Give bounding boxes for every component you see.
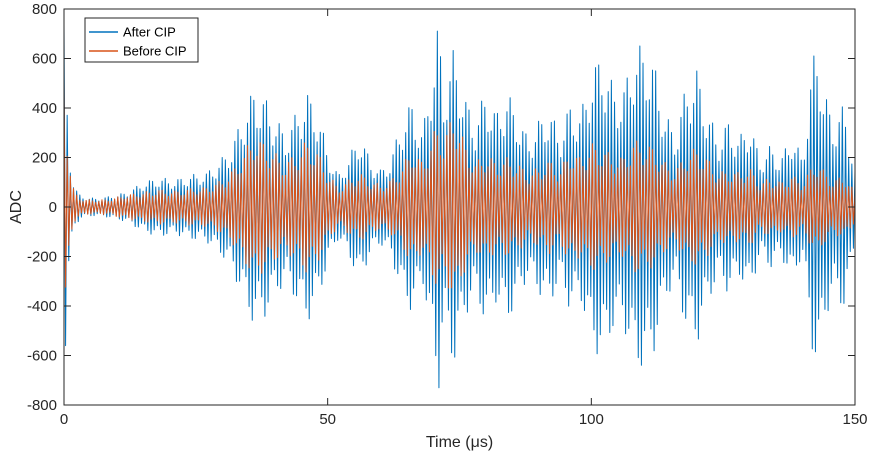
series-line-before-cip bbox=[63, 78, 856, 289]
y-axis-label: ADC bbox=[8, 190, 25, 224]
legend-label-before-cip: Before CIP bbox=[123, 44, 187, 59]
y-tick-label: 200 bbox=[32, 150, 57, 167]
plot-background bbox=[64, 9, 855, 405]
x-tick-label: 150 bbox=[842, 411, 867, 428]
x-tick-label: 50 bbox=[319, 411, 336, 428]
x-axis-label: Time (μs) bbox=[426, 434, 493, 451]
legend: After CIP Before CIP bbox=[84, 17, 199, 63]
y-tick-label: 800 bbox=[32, 1, 57, 18]
y-tick-label: 600 bbox=[32, 51, 57, 68]
x-tick-label: 0 bbox=[60, 411, 68, 428]
series-layer bbox=[63, 23, 856, 389]
y-tick-label: -600 bbox=[27, 348, 57, 365]
legend-box bbox=[84, 17, 199, 63]
x-tick-label: 100 bbox=[579, 411, 604, 428]
ticks-layer: 0 50 100 150 -800 -600 -400 -200 0 200 400 600 800 bbox=[27, 1, 868, 428]
y-tick-label: -400 bbox=[27, 298, 57, 315]
legend-label-after-cip: After CIP bbox=[123, 25, 176, 40]
y-tick-label: 400 bbox=[32, 100, 57, 117]
y-tick-label: -800 bbox=[27, 397, 57, 414]
y-tick-label: -200 bbox=[27, 249, 57, 266]
y-tick-label: 0 bbox=[49, 199, 57, 216]
